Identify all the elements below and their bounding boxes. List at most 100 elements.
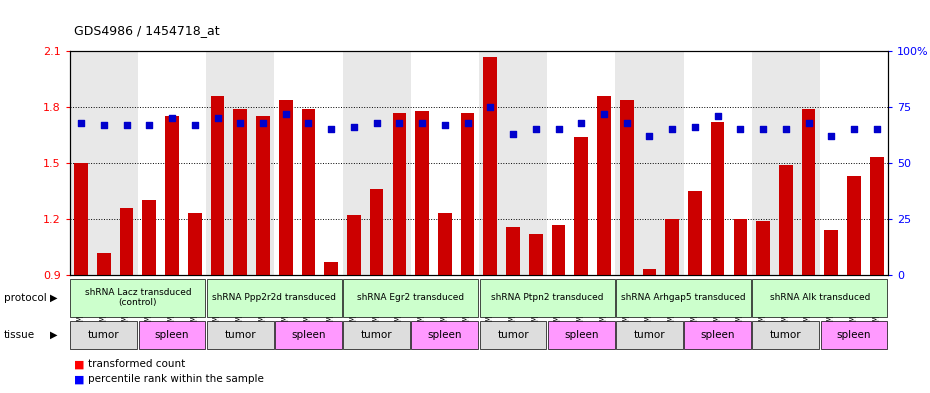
Text: protocol: protocol <box>4 293 46 303</box>
FancyBboxPatch shape <box>684 321 751 349</box>
Text: GDS4986 / 1454718_at: GDS4986 / 1454718_at <box>74 24 220 37</box>
FancyBboxPatch shape <box>206 279 342 317</box>
Point <box>460 119 475 126</box>
Bar <box>206 51 274 275</box>
Text: spleen: spleen <box>837 330 871 340</box>
Point <box>415 119 430 126</box>
Text: tumor: tumor <box>88 330 120 340</box>
FancyBboxPatch shape <box>616 321 683 349</box>
Text: spleen: spleen <box>564 330 599 340</box>
Bar <box>211 96 224 275</box>
Text: shRNA Lacz transduced
(control): shRNA Lacz transduced (control) <box>85 288 192 307</box>
Point <box>824 133 839 140</box>
Point <box>801 119 816 126</box>
Text: shRNA Ptpn2 transduced: shRNA Ptpn2 transduced <box>491 293 604 302</box>
Bar <box>460 113 474 275</box>
Text: tumor: tumor <box>633 330 665 340</box>
FancyBboxPatch shape <box>343 279 478 317</box>
Bar <box>825 230 838 275</box>
Bar <box>392 113 406 275</box>
Bar <box>370 189 383 275</box>
Bar <box>279 99 293 275</box>
Text: ■: ■ <box>74 374 85 384</box>
Bar <box>70 51 138 275</box>
FancyBboxPatch shape <box>548 321 615 349</box>
Point <box>210 115 225 121</box>
Bar <box>506 227 520 275</box>
Bar <box>120 208 133 275</box>
Point <box>142 122 157 128</box>
Text: shRNA Alk transduced: shRNA Alk transduced <box>770 293 870 302</box>
Text: spleen: spleen <box>291 330 325 340</box>
Bar <box>233 109 247 275</box>
Bar <box>97 253 111 275</box>
Text: ■: ■ <box>74 359 85 369</box>
Bar <box>779 165 792 275</box>
Bar <box>870 158 884 275</box>
Point <box>870 127 884 133</box>
Text: shRNA Egr2 transduced: shRNA Egr2 transduced <box>357 293 464 302</box>
Point <box>733 127 748 133</box>
Bar <box>342 51 411 275</box>
Text: tumor: tumor <box>770 330 802 340</box>
Point <box>369 119 384 126</box>
Bar <box>438 213 452 275</box>
Bar <box>665 219 679 275</box>
FancyBboxPatch shape <box>206 321 273 349</box>
FancyBboxPatch shape <box>71 321 138 349</box>
Bar <box>484 57 498 275</box>
FancyBboxPatch shape <box>71 279 206 317</box>
Bar <box>142 200 156 275</box>
Point <box>711 113 725 119</box>
Bar <box>166 116 179 275</box>
Bar <box>301 109 315 275</box>
Point <box>301 119 316 126</box>
Point <box>483 104 498 110</box>
Point <box>97 122 112 128</box>
Point <box>392 119 406 126</box>
FancyBboxPatch shape <box>616 279 751 317</box>
Point <box>73 119 88 126</box>
Bar <box>711 122 724 275</box>
Point <box>437 122 452 128</box>
Bar <box>734 219 747 275</box>
Text: tumor: tumor <box>498 330 529 340</box>
Bar <box>575 137 588 275</box>
Text: spleen: spleen <box>154 330 190 340</box>
Text: shRNA Ppp2r2d transduced: shRNA Ppp2r2d transduced <box>212 293 337 302</box>
Point <box>619 119 634 126</box>
Point <box>846 127 861 133</box>
Point <box>778 127 793 133</box>
FancyBboxPatch shape <box>343 321 410 349</box>
Text: percentile rank within the sample: percentile rank within the sample <box>88 374 264 384</box>
Text: tissue: tissue <box>4 330 34 340</box>
Point <box>687 124 702 130</box>
Point <box>232 119 247 126</box>
Bar <box>551 225 565 275</box>
Bar <box>802 109 816 275</box>
Bar <box>479 51 547 275</box>
Bar <box>620 99 633 275</box>
Text: ▶: ▶ <box>50 293 58 303</box>
Text: shRNA Arhgap5 transduced: shRNA Arhgap5 transduced <box>621 293 746 302</box>
Bar <box>597 96 611 275</box>
Bar <box>688 191 702 275</box>
Text: transformed count: transformed count <box>88 359 186 369</box>
Text: tumor: tumor <box>224 330 256 340</box>
Bar <box>74 163 88 275</box>
Point <box>665 127 680 133</box>
Point <box>756 127 771 133</box>
Bar <box>256 116 270 275</box>
FancyBboxPatch shape <box>480 321 547 349</box>
Bar <box>416 111 429 275</box>
Point <box>187 122 202 128</box>
Point <box>347 124 362 130</box>
Bar <box>616 51 684 275</box>
Point <box>596 111 611 117</box>
Point <box>574 119 589 126</box>
FancyBboxPatch shape <box>139 321 206 349</box>
FancyBboxPatch shape <box>752 321 819 349</box>
Point <box>642 133 657 140</box>
Text: spleen: spleen <box>700 330 735 340</box>
Text: ▶: ▶ <box>50 330 58 340</box>
